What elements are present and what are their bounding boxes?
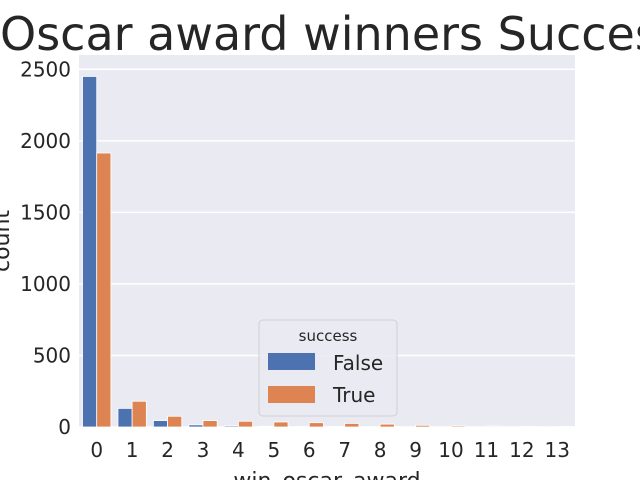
bars (82, 76, 572, 428)
bar-true-12 (521, 426, 537, 428)
y-tick-label: 1000 (20, 272, 71, 296)
x-tick-label: 13 (545, 438, 570, 462)
legend: success False True (258, 319, 398, 417)
legend-title: success (299, 327, 358, 345)
y-tick-label: 500 (33, 343, 71, 367)
y-tick-label: 0 (58, 415, 71, 439)
bar-false-5 (259, 425, 275, 428)
bar-false-4 (223, 425, 239, 428)
bar-true-8 (379, 423, 395, 428)
x-tick-label: 4 (232, 438, 245, 462)
bar-true-6 (308, 422, 324, 428)
y-tick-label: 1500 (20, 200, 71, 224)
bar-true-5 (273, 421, 289, 428)
x-tick-label: 2 (161, 438, 174, 462)
chart-title: Oscar award winners Success (0, 7, 640, 61)
x-tick-label: 7 (338, 438, 351, 462)
x-tick-label: 5 (267, 438, 280, 462)
x-tick-label: 3 (197, 438, 210, 462)
x-tick-label: 0 (90, 438, 103, 462)
y-axis-label: count (0, 210, 15, 272)
x-tick-label: 10 (438, 438, 463, 462)
bar-true-0 (96, 152, 112, 428)
bar-true-10 (450, 425, 466, 428)
bar-true-4 (238, 420, 254, 428)
x-tick-label: 9 (409, 438, 422, 462)
bar-false-6 (294, 426, 310, 428)
bar-true-2 (167, 415, 183, 428)
x-tick-labels: 0 1 2 3 4 5 6 7 8 9 10 11 12 13 (90, 438, 570, 462)
x-tick-label: 8 (374, 438, 387, 462)
legend-label-false: False (333, 351, 383, 375)
x-tick-label: 11 (474, 438, 499, 462)
legend-swatch-true (268, 386, 315, 403)
bar-true-11 (486, 425, 501, 428)
bar-false-3 (188, 424, 204, 428)
x-tick-label: 6 (303, 438, 316, 462)
bar-false-2 (152, 420, 168, 428)
bar-true-1 (131, 400, 147, 428)
y-tick-label: 2000 (20, 129, 71, 153)
bar-true-9 (415, 424, 431, 428)
legend-swatch-false (268, 353, 315, 370)
x-tick-label: 1 (126, 438, 139, 462)
bar-true-7 (344, 423, 360, 428)
y-tick-labels: 0 500 1000 1500 2000 2500 (20, 57, 71, 439)
legend-label-true: True (332, 383, 375, 407)
bar-false-0 (82, 76, 98, 428)
bar-true-3 (202, 420, 218, 428)
bar-false-1 (117, 407, 133, 428)
y-tick-label: 2500 (20, 57, 71, 81)
x-axis-label: win_oscar_award (233, 469, 420, 480)
x-tick-label: 12 (509, 438, 534, 462)
